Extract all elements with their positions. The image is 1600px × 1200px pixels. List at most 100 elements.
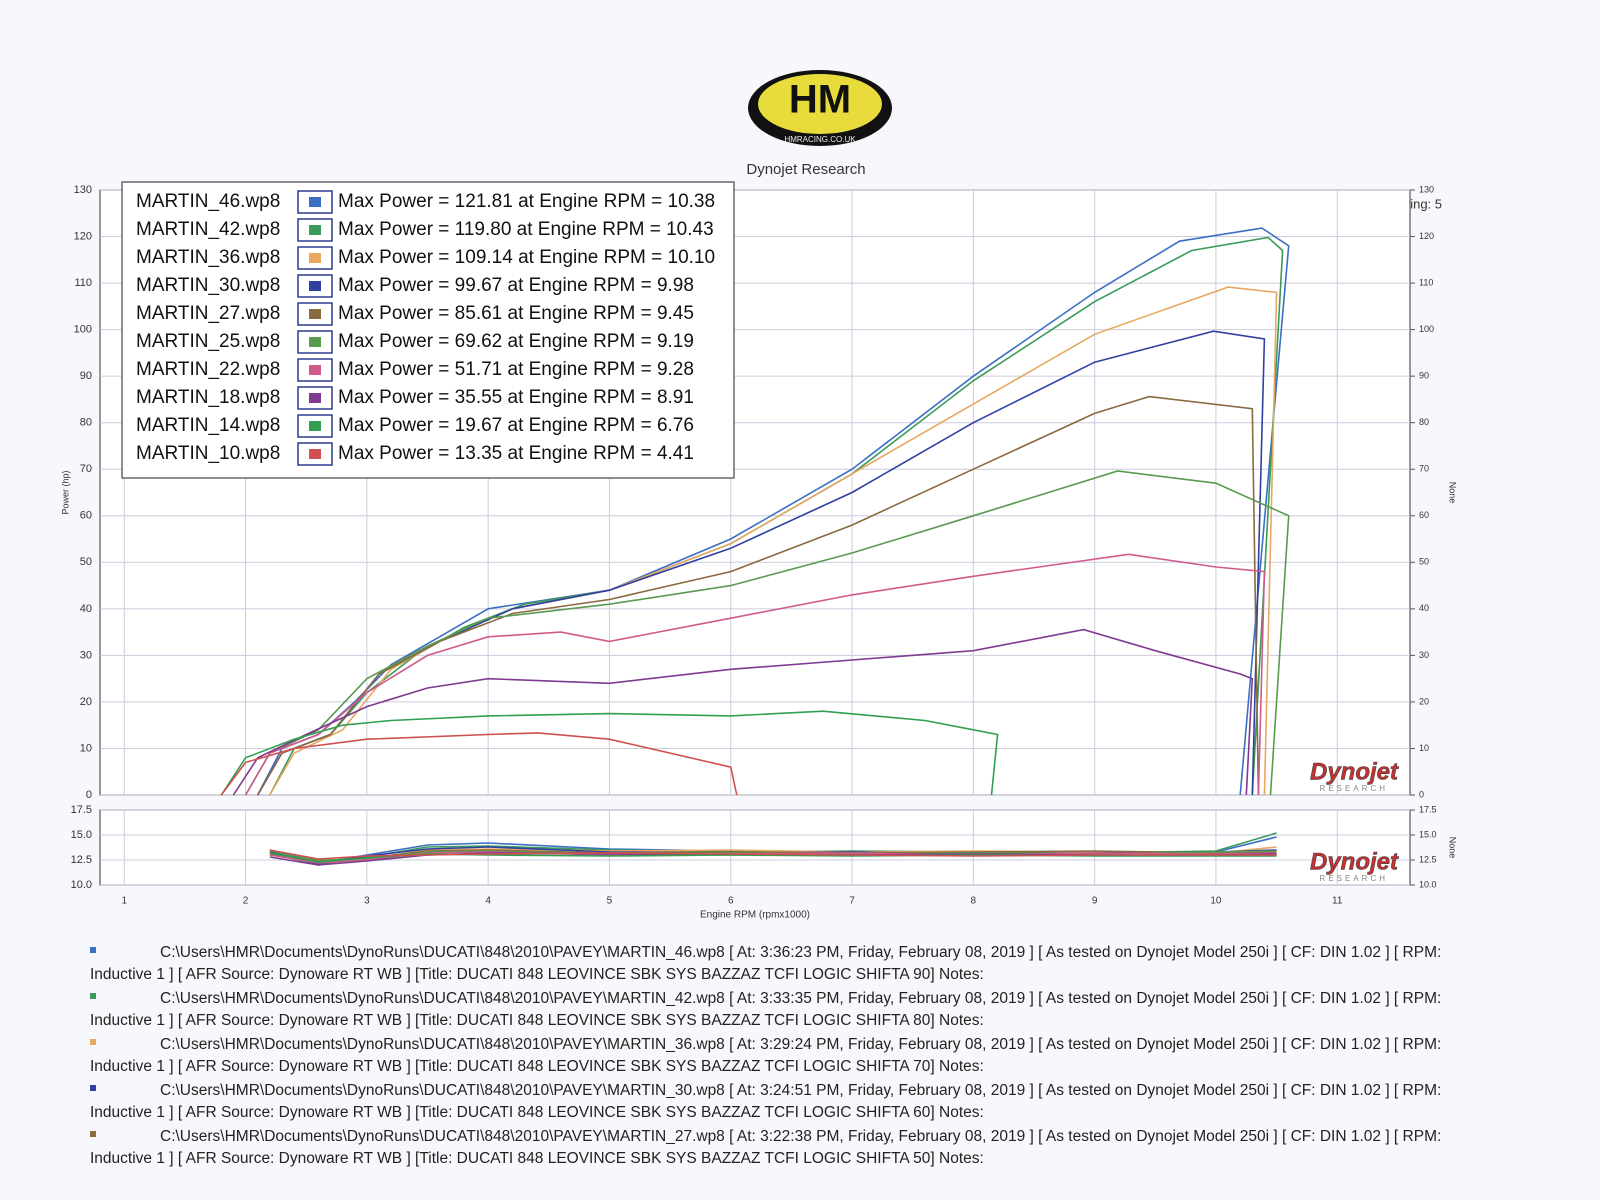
legend-label: Max Power = 109.14 at Engine RPM = 10.10: [338, 247, 715, 268]
y-tick-label: 10: [80, 742, 92, 754]
legend-name: MARTIN_27.wp8: [136, 303, 280, 324]
watermark: Dynojet: [1310, 848, 1399, 875]
y-tick-label: 130: [74, 184, 92, 196]
y2-tick-label: 90: [1419, 371, 1429, 381]
y-tick-label: 12.5: [71, 854, 92, 866]
note-marker: [90, 1085, 96, 1091]
series-line: [269, 852, 1277, 863]
note-text: C:\Users\HMR\Documents\DynoRuns\DUCATI\8…: [90, 944, 1442, 983]
y2-tick-label: 10: [1419, 743, 1429, 753]
legend-name: MARTIN_46.wp8: [136, 191, 280, 212]
y-tick-label: 80: [80, 417, 92, 429]
legend-label: Max Power = 99.67 at Engine RPM = 9.98: [338, 275, 694, 296]
y2-tick-label: 15.0: [1419, 829, 1437, 839]
x-tick-label: 6: [728, 896, 734, 907]
x-tick-label: 7: [849, 896, 855, 907]
series-line: [257, 395, 1260, 796]
legend-name: MARTIN_14.wp8: [136, 415, 280, 436]
note: C:\Users\HMR\Documents\DynoRuns\DUCATI\8…: [90, 1126, 1470, 1170]
series-line: [232, 628, 1254, 796]
legend-swatch: [309, 449, 321, 459]
watermark-sub: RESEARCH: [1320, 874, 1388, 883]
note-marker: [90, 1039, 96, 1045]
legend-name: MARTIN_22.wp8: [136, 359, 280, 380]
y-tick-label: 17.5: [71, 804, 92, 816]
legend-label: Max Power = 69.62 at Engine RPM = 9.19: [338, 331, 694, 352]
legend-box: [121, 181, 735, 479]
note: C:\Users\HMR\Documents\DynoRuns\DUCATI\8…: [90, 1080, 1470, 1124]
y-tick-label: 15.0: [71, 829, 92, 841]
note-marker: [90, 993, 96, 999]
note: C:\Users\HMR\Documents\DynoRuns\DUCATI\8…: [90, 942, 1470, 986]
y2-axis-label: None: [1448, 837, 1458, 859]
legend-swatch: [309, 281, 321, 291]
note-text: C:\Users\HMR\Documents\DynoRuns\DUCATI\8…: [90, 1128, 1442, 1167]
note: C:\Users\HMR\Documents\DynoRuns\DUCATI\8…: [90, 1034, 1470, 1078]
legend-swatch: [309, 337, 321, 347]
y-tick-label: 50: [80, 556, 92, 568]
note-text: C:\Users\HMR\Documents\DynoRuns\DUCATI\8…: [90, 990, 1442, 1029]
legend-name: MARTIN_36.wp8: [136, 247, 280, 268]
logo-inner: [758, 74, 882, 134]
logo-sub: HMRACING.CO.UK: [784, 135, 856, 144]
y2-tick-label: 17.5: [1419, 804, 1437, 814]
legend-label: Max Power = 121.81 at Engine RPM = 10.38: [338, 191, 715, 212]
legend-label: Max Power = 51.71 at Engine RPM = 9.28: [338, 359, 694, 380]
x-tick-label: 4: [485, 896, 491, 907]
y-tick-label: 40: [80, 603, 92, 615]
y-tick-label: 100: [74, 324, 92, 336]
legend-swatch: [309, 421, 321, 431]
y2-tick-label: 60: [1419, 510, 1429, 520]
series-line: [269, 849, 1277, 860]
legend-swatch: [309, 393, 321, 403]
y-tick-label: 120: [74, 230, 92, 242]
series-line: [220, 710, 999, 796]
legend-label: Max Power = 35.55 at Engine RPM = 8.91: [338, 387, 694, 408]
y2-tick-label: 80: [1419, 417, 1429, 427]
y2-axis-label: None: [1448, 482, 1458, 504]
x-axis-label: Engine RPM (rpmx1000): [700, 910, 810, 921]
legend-label: Max Power = 13.35 at Engine RPM = 4.41: [338, 443, 694, 464]
legend-label: Max Power = 85.61 at Engine RPM = 9.45: [338, 303, 694, 324]
legend-swatch: [309, 197, 321, 207]
legend-swatch: [309, 365, 321, 375]
y-tick-label: 30: [80, 649, 92, 661]
plot-area: [99, 809, 1411, 886]
y-tick-label: 10.0: [71, 879, 92, 891]
note-text: C:\Users\HMR\Documents\DynoRuns\DUCATI\8…: [90, 1082, 1442, 1121]
y2-tick-label: 30: [1419, 650, 1429, 660]
y-tick-label: 110: [74, 277, 92, 289]
y2-tick-label: 100: [1419, 324, 1434, 334]
y2-tick-label: 0: [1419, 789, 1424, 799]
legend-swatch: [309, 309, 321, 319]
y-axis-label: Power (hp): [60, 470, 70, 514]
y-tick-label: 0: [86, 789, 92, 801]
y2-tick-label: 50: [1419, 557, 1429, 567]
legend-swatch: [309, 253, 321, 263]
x-tick-label: 8: [971, 896, 977, 907]
watermark-sub: RESEARCH: [1320, 784, 1388, 793]
legend: MARTIN_46.wp8 Max Power = 121.81 at Engin…: [121, 181, 735, 479]
legend-name: MARTIN_25.wp8: [136, 331, 280, 352]
series-line: [269, 286, 1278, 796]
notes: C:\Users\HMR\Documents\DynoRuns\DUCATI\8…: [90, 942, 1470, 1172]
legend-name: MARTIN_18.wp8: [136, 387, 280, 408]
x-tick-label: 1: [121, 896, 127, 907]
x-tick-label: 9: [1092, 896, 1098, 907]
x-tick-label: 2: [243, 896, 249, 907]
y2-tick-label: 130: [1419, 184, 1434, 194]
y-tick-label: 60: [80, 510, 92, 522]
y-tick-label: 70: [80, 463, 92, 475]
report-title: Dynojet Research: [746, 161, 865, 178]
y-tick-label: 20: [80, 696, 92, 708]
note: C:\Users\HMR\Documents\DynoRuns\DUCATI\8…: [90, 988, 1470, 1032]
series-line: [244, 470, 1290, 796]
y2-tick-label: 12.5: [1419, 854, 1437, 864]
note-marker: [90, 947, 96, 953]
legend-name: MARTIN_42.wp8: [136, 219, 280, 240]
legend-label: Max Power = 119.80 at Engine RPM = 10.43: [338, 219, 714, 240]
y2-tick-label: 10.0: [1419, 879, 1437, 889]
legend-name: MARTIN_30.wp8: [136, 275, 280, 296]
series-line: [244, 553, 1266, 796]
